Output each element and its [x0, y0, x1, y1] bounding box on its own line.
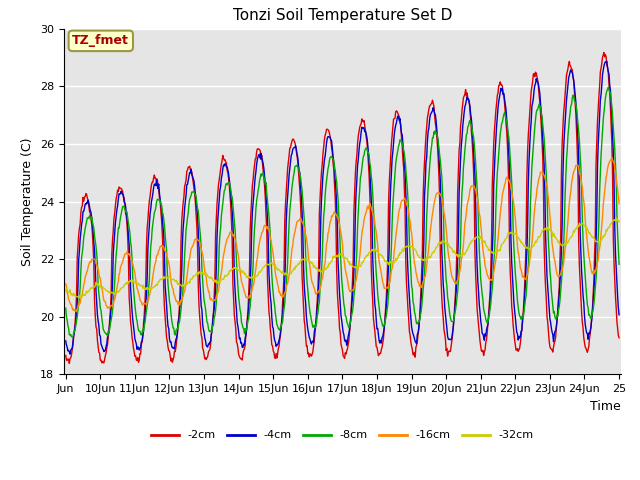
-8cm: [184, 210, 192, 216]
-16cm: [513, 235, 520, 241]
-4cm: [615, 312, 623, 318]
Legend: -2cm, -4cm, -8cm, -16cm, -32cm: -2cm, -4cm, -8cm, -16cm, -32cm: [147, 426, 538, 445]
-4cm: [603, 59, 611, 64]
-2cm: [460, 93, 468, 99]
-4cm: [513, 329, 520, 335]
-16cm: [138, 302, 146, 308]
-32cm: [513, 232, 520, 238]
-2cm: [615, 335, 623, 341]
-32cm: [138, 283, 146, 289]
-32cm: [184, 279, 192, 285]
-32cm: [615, 219, 623, 225]
-8cm: [460, 156, 468, 162]
Text: TZ_fmet: TZ_fmet: [72, 35, 129, 48]
-2cm: [184, 164, 192, 170]
-4cm: [71, 323, 79, 329]
-4cm: [66, 351, 74, 357]
-2cm: [513, 347, 520, 353]
Line: -4cm: -4cm: [66, 61, 619, 354]
-4cm: [529, 96, 537, 102]
-32cm: [76, 295, 83, 300]
-32cm: [612, 216, 620, 221]
-2cm: [62, 353, 70, 359]
-16cm: [73, 309, 81, 315]
-8cm: [513, 289, 520, 295]
-4cm: [184, 178, 192, 183]
-8cm: [529, 143, 537, 149]
-8cm: [615, 262, 623, 267]
X-axis label: Time: Time: [590, 400, 621, 413]
-32cm: [460, 252, 468, 258]
-2cm: [529, 71, 537, 77]
-4cm: [460, 109, 468, 115]
-32cm: [62, 288, 70, 293]
-16cm: [70, 308, 78, 313]
Line: -2cm: -2cm: [66, 52, 619, 363]
Title: Tonzi Soil Temperature Set D: Tonzi Soil Temperature Set D: [233, 9, 452, 24]
-16cm: [62, 281, 70, 287]
Line: -16cm: -16cm: [66, 157, 619, 312]
-4cm: [62, 338, 70, 344]
Y-axis label: Soil Temperature (C): Soil Temperature (C): [22, 137, 35, 266]
-8cm: [62, 305, 70, 311]
-16cm: [184, 264, 192, 270]
-16cm: [460, 231, 468, 237]
-16cm: [615, 201, 623, 206]
-32cm: [70, 293, 78, 299]
-8cm: [604, 84, 612, 90]
-2cm: [65, 360, 73, 366]
-2cm: [138, 339, 146, 345]
-16cm: [529, 224, 537, 229]
-2cm: [71, 320, 79, 326]
-16cm: [608, 155, 616, 160]
-8cm: [71, 327, 79, 333]
Line: -8cm: -8cm: [66, 87, 619, 337]
Line: -32cm: -32cm: [66, 218, 619, 298]
-8cm: [138, 330, 146, 336]
-8cm: [68, 334, 76, 340]
-4cm: [138, 338, 146, 344]
-32cm: [529, 243, 537, 249]
-2cm: [600, 49, 608, 55]
